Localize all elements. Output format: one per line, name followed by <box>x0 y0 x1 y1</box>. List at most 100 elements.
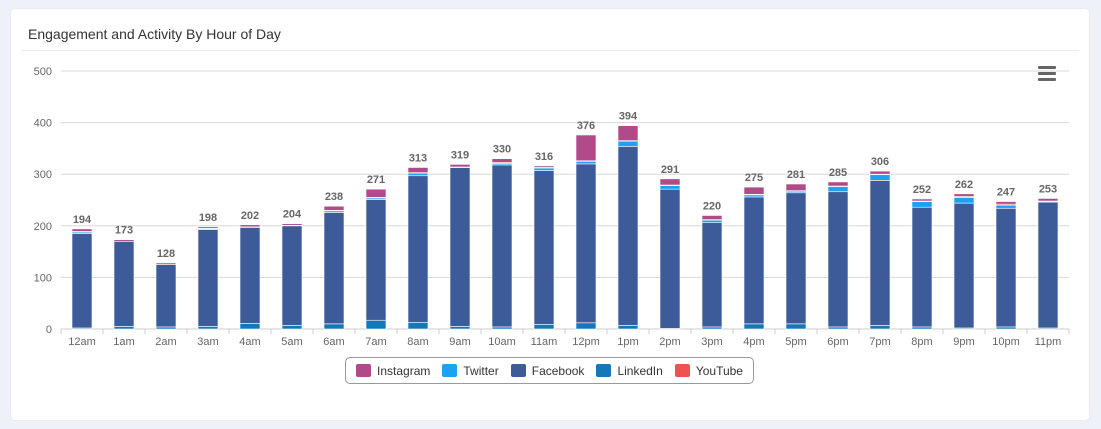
bar-segment-instagram[interactable] <box>491 158 513 163</box>
bar-segment-facebook[interactable] <box>239 227 261 324</box>
bar-segment-linkedin[interactable] <box>323 323 345 330</box>
bar-segment-instagram[interactable] <box>785 183 807 192</box>
bar-segment-instagram[interactable] <box>449 164 471 168</box>
bar-segment-instagram[interactable] <box>743 186 765 195</box>
bar-segment-linkedin[interactable] <box>827 326 849 330</box>
bar-segment-instagram[interactable] <box>113 239 135 242</box>
bar-segment-twitter[interactable] <box>659 185 681 190</box>
bar-total-label: 198 <box>199 212 217 224</box>
bar-segment-instagram[interactable] <box>701 215 723 220</box>
bar-segment-linkedin[interactable] <box>449 326 471 330</box>
bar-segment-linkedin[interactable] <box>701 326 723 330</box>
bar-segment-linkedin[interactable] <box>575 322 597 330</box>
bar-segment-instagram[interactable] <box>71 228 93 232</box>
bar-segment-instagram[interactable] <box>575 134 597 162</box>
bar-segment-twitter[interactable] <box>953 197 975 204</box>
legend-item-twitter[interactable]: Twitter <box>442 364 499 378</box>
bar-segment-twitter[interactable] <box>827 186 849 193</box>
bar-segment-facebook[interactable] <box>449 167 471 327</box>
bar-segment-linkedin[interactable] <box>113 326 135 330</box>
bar-segment-facebook[interactable] <box>113 240 135 327</box>
bar-segment-twitter[interactable] <box>869 174 891 181</box>
bar-segment-instagram[interactable] <box>869 170 891 175</box>
bar-segment-facebook[interactable] <box>743 196 765 325</box>
bar-segment-facebook[interactable] <box>407 175 429 323</box>
bar-segment-facebook[interactable] <box>491 164 513 328</box>
legend-label: Facebook <box>531 363 585 378</box>
bar-segment-twitter[interactable] <box>911 201 933 208</box>
bar-segment-linkedin[interactable] <box>911 326 933 330</box>
x-tick-label: 1pm <box>617 336 638 348</box>
bar-segment-facebook[interactable] <box>995 207 1017 328</box>
bar-segment-linkedin[interactable] <box>995 326 1017 330</box>
bar-segment-twitter[interactable] <box>617 140 639 147</box>
bar-segment-linkedin[interactable] <box>869 325 891 330</box>
bar-segment-linkedin[interactable] <box>155 326 177 330</box>
legend-item-linkedin[interactable]: LinkedIn <box>596 364 663 378</box>
bar-segment-linkedin[interactable] <box>617 325 639 330</box>
bar-segment-facebook[interactable] <box>1037 201 1059 329</box>
bar-segment-facebook[interactable] <box>323 212 345 325</box>
bar-segment-linkedin[interactable] <box>197 326 219 330</box>
bar-segment-facebook[interactable] <box>785 192 807 325</box>
bar-segment-instagram[interactable] <box>911 198 933 202</box>
legend-swatch <box>356 364 372 377</box>
bar-segment-instagram[interactable] <box>659 178 681 186</box>
bar-segment-instagram[interactable] <box>533 165 555 168</box>
bar-segment-facebook[interactable] <box>869 180 891 326</box>
bar-segment-twitter[interactable] <box>533 167 555 171</box>
bar-segment-instagram[interactable] <box>323 205 345 211</box>
bar-segment-instagram[interactable] <box>995 201 1017 205</box>
bar-segment-linkedin[interactable] <box>743 323 765 330</box>
bar-segment-facebook[interactable] <box>533 170 555 325</box>
legend-item-youtube[interactable]: YouTube <box>674 364 743 378</box>
bar-segment-linkedin[interactable] <box>239 323 261 330</box>
bar-segment-instagram[interactable] <box>617 125 639 141</box>
bar-segment-facebook[interactable] <box>659 188 681 329</box>
bar-segment-instagram[interactable] <box>407 167 429 173</box>
bar-segment-twitter[interactable] <box>407 172 429 177</box>
legend-item-instagram[interactable]: Instagram <box>356 364 430 378</box>
x-tick-label: 5pm <box>785 336 806 348</box>
bar-total-label: 271 <box>367 174 385 186</box>
bar-total-label: 262 <box>955 179 973 191</box>
bar-segment-instagram[interactable] <box>155 262 177 265</box>
bar-segment-facebook[interactable] <box>71 233 93 329</box>
bar-segment-linkedin[interactable] <box>491 326 513 330</box>
bar-segment-facebook[interactable] <box>701 222 723 328</box>
bar-segment-twitter[interactable] <box>701 219 723 224</box>
bar-total-label: 394 <box>619 111 638 123</box>
bar-segment-linkedin[interactable] <box>281 325 303 330</box>
bar-segment-facebook[interactable] <box>827 191 849 328</box>
bar-segment-instagram[interactable] <box>281 223 303 226</box>
bar-segment-linkedin[interactable] <box>407 321 429 330</box>
legend-item-facebook[interactable]: Facebook <box>510 363 585 378</box>
bar-segment-instagram[interactable] <box>239 224 261 228</box>
x-tick-label: 9am <box>449 336 470 348</box>
bar-segment-facebook[interactable] <box>911 206 933 328</box>
bar-segment-facebook[interactable] <box>617 146 639 326</box>
bar-segment-facebook[interactable] <box>953 202 975 329</box>
bar-segment-twitter[interactable] <box>743 194 765 198</box>
legend-label: Instagram <box>377 363 431 378</box>
bar-segment-facebook[interactable] <box>365 199 387 321</box>
bar-segment-facebook[interactable] <box>281 225 303 326</box>
hamburger-menu-icon[interactable] <box>1038 66 1056 82</box>
bar-total-label: 306 <box>871 156 889 168</box>
bar-segment-facebook[interactable] <box>197 229 219 327</box>
bar-segment-facebook[interactable] <box>575 163 597 324</box>
bar-segment-linkedin[interactable] <box>533 324 555 330</box>
bar-segment-twitter[interactable] <box>575 161 597 165</box>
bar-segment-instagram[interactable] <box>827 181 849 187</box>
chart-title: Engagement and Activity By Hour of Day <box>28 26 281 42</box>
bar-segment-instagram[interactable] <box>1037 198 1059 202</box>
bar-segment-facebook[interactable] <box>155 264 177 328</box>
bar-segment-linkedin[interactable] <box>785 323 807 330</box>
bar-segment-instagram[interactable] <box>197 226 219 229</box>
bar-segment-twitter[interactable] <box>995 204 1017 209</box>
x-tick-label: 6pm <box>827 336 848 348</box>
x-tick-label: 10pm <box>992 336 1020 348</box>
bar-segment-instagram[interactable] <box>365 188 387 198</box>
bar-segment-linkedin[interactable] <box>365 319 387 330</box>
bar-segment-instagram[interactable] <box>953 193 975 197</box>
